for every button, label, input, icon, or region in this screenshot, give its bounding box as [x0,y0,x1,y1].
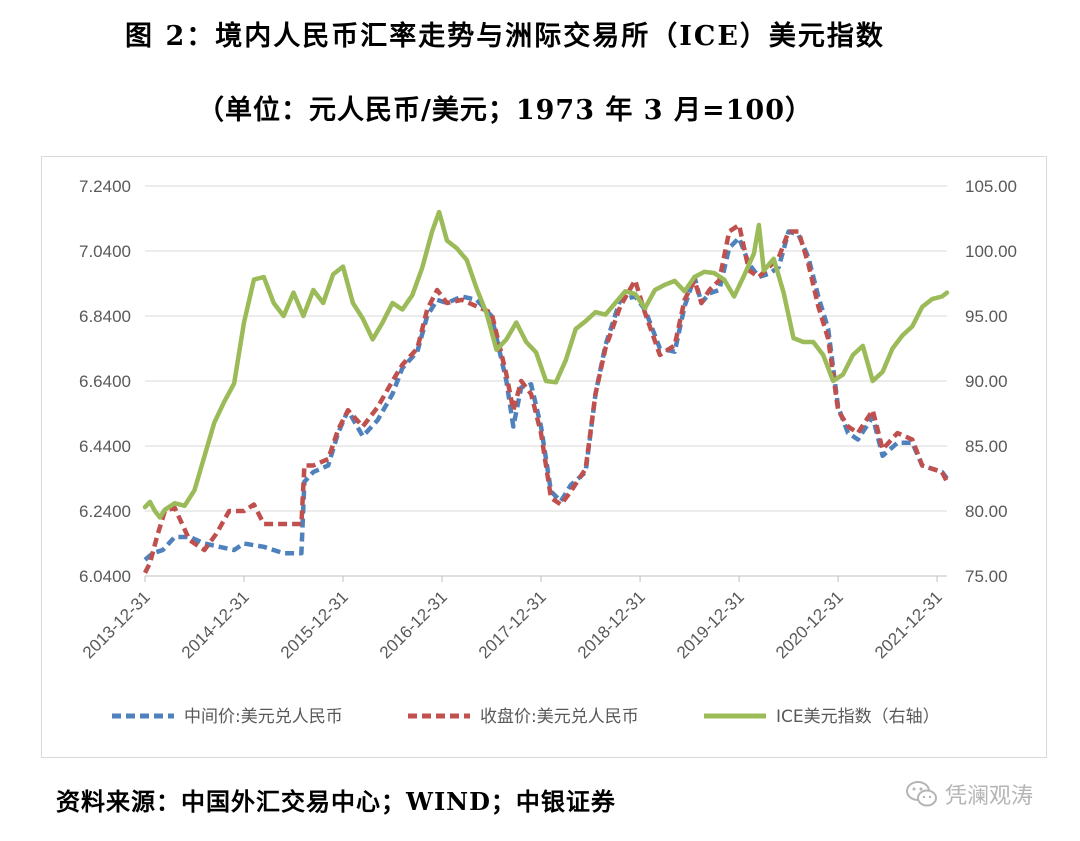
source-note: 资料来源：中国外汇交易中心；WIND；中银证券 [56,787,616,816]
left-tick-label: 6.4400 [79,437,131,456]
x-tick-label: 2016-12-31 [376,587,451,662]
legend-label: 中间价:美元兑人民币 [184,707,343,727]
right-tick-label: 85.00 [965,437,1008,456]
chart-svg: 6.0400 75.00 6.2400 80.00 6.4400 85.00 6.6400 9… [79,177,1017,727]
right-tick-label: 80.00 [965,502,1008,521]
right-tick-label: 75.00 [965,567,1008,586]
x-tick-label: 2020-12-31 [772,587,847,662]
wechat-icon [906,781,937,807]
right-tick-label: 90.00 [965,372,1008,391]
right-tick-label: 105.00 [965,177,1017,196]
left-tick-label: 6.2400 [79,502,131,521]
legend-label: ICE美元指数（右轴） [776,707,940,727]
left-tick-label: 6.0400 [79,567,131,586]
chart-subtitle: （单位：元人民币/美元；1973 年 3 月=100） [197,95,813,126]
x-tick-label: 2013-12-31 [79,587,154,662]
watermark-text: 凭澜观涛 [945,784,1034,809]
watermark: 凭澜观涛 [905,778,1033,810]
series-line [142,209,950,520]
left-tick-label: 6.8400 [79,307,131,326]
x-tick-label: 2017-12-31 [475,587,550,662]
series-line [143,229,949,562]
chart-frame: 6.0400 75.00 6.2400 80.00 6.4400 85.00 6.6400 9… [41,156,1047,758]
x-tick-label: 2014-12-31 [178,587,253,662]
chart-title: 图 2：境内人民币汇率走势与洲际交易所（ICE）美元指数 [125,21,885,52]
legend-label: 收盘价:美元兑人民币 [480,707,639,727]
right-tick-label: 100.00 [965,242,1017,261]
left-tick-label: 7.2400 [79,177,131,196]
x-tick-label: 2021-12-31 [871,587,946,662]
left-tick-label: 6.6400 [79,372,131,391]
x-tick-label: 2015-12-31 [277,587,352,662]
x-tick-label: 2019-12-31 [673,587,748,662]
right-tick-label: 95.00 [965,307,1008,326]
x-tick-label: 2018-12-31 [574,587,649,662]
series-line [142,222,950,574]
left-tick-label: 7.0400 [79,242,131,261]
